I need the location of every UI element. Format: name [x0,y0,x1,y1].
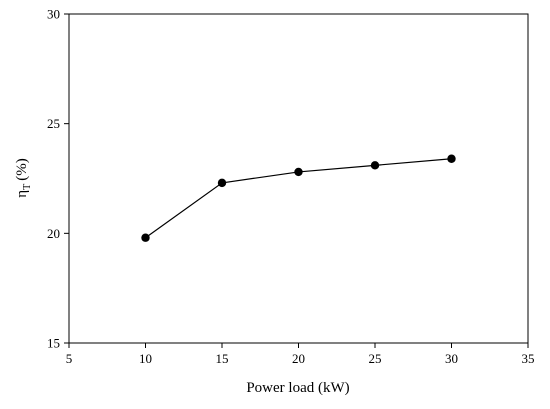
x-tick-label: 10 [139,351,152,366]
data-point [141,233,150,242]
x-tick-label: 5 [66,351,73,366]
y-axis-title: ηT (%) [14,158,33,197]
x-tick-label: 20 [292,351,305,366]
data-point [447,154,456,163]
x-axis-title: Power load (kW) [246,380,349,396]
y-tick-label: 25 [47,116,60,131]
data-point [370,161,380,170]
x-tick-label: 25 [369,351,382,366]
x-tick-label: 35 [522,351,535,366]
data-point [217,178,227,188]
plot-frame [68,13,529,344]
y-tick-label: 20 [47,226,60,241]
series-group [141,154,456,242]
x-axis-ticks: 5 10 15 20 25 30 35 [66,343,535,366]
y-tick-label: 30 [47,7,60,22]
x-tick-label: 15 [216,351,229,366]
y-tick-label: 15 [47,336,60,351]
x-tick-label: 30 [445,351,458,366]
y-axis-title-subscript: T [22,184,33,190]
data-point [294,167,303,177]
y-axis-title-symbol: η [14,190,30,198]
y-axis-ticks: 15 20 25 30 [47,7,69,351]
y-axis-title-unit: (%) [14,158,30,181]
